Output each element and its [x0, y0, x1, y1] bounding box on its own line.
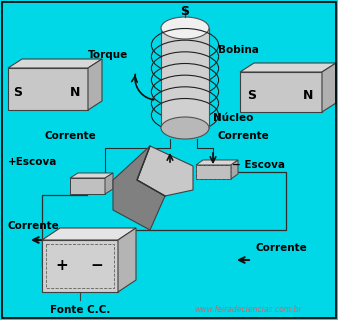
Polygon shape	[8, 68, 88, 110]
Ellipse shape	[161, 17, 209, 39]
Polygon shape	[105, 173, 113, 194]
Text: +: +	[56, 259, 68, 274]
Text: N: N	[303, 89, 313, 101]
Polygon shape	[42, 228, 136, 240]
Text: Corrente: Corrente	[44, 131, 96, 141]
Polygon shape	[70, 178, 105, 194]
Text: S: S	[180, 5, 190, 18]
Polygon shape	[113, 146, 165, 230]
Text: Torque: Torque	[88, 50, 128, 60]
Text: Bobina: Bobina	[218, 45, 259, 55]
Polygon shape	[322, 63, 336, 112]
Polygon shape	[240, 63, 336, 72]
Polygon shape	[231, 160, 238, 179]
Polygon shape	[161, 28, 209, 128]
Text: Núcleo: Núcleo	[213, 113, 254, 123]
Ellipse shape	[161, 117, 209, 139]
Text: −: −	[91, 259, 103, 274]
Text: Corrente: Corrente	[218, 131, 270, 141]
Polygon shape	[240, 72, 322, 112]
Polygon shape	[137, 146, 193, 196]
Polygon shape	[88, 59, 102, 110]
Text: S: S	[14, 85, 23, 99]
Polygon shape	[118, 228, 136, 292]
Polygon shape	[128, 166, 168, 204]
Text: Corrente: Corrente	[8, 221, 60, 231]
Polygon shape	[8, 59, 102, 68]
Text: +Escova: +Escova	[8, 157, 57, 167]
Text: Fonte C.C.: Fonte C.C.	[50, 305, 110, 315]
Polygon shape	[70, 173, 113, 178]
Polygon shape	[134, 170, 174, 208]
Polygon shape	[196, 160, 238, 165]
Text: www.feiradeciencias.com.br: www.feiradeciencias.com.br	[194, 306, 302, 315]
Polygon shape	[196, 165, 231, 179]
Polygon shape	[42, 240, 118, 292]
Text: − Escova: − Escova	[232, 160, 285, 170]
Text: S: S	[247, 89, 257, 101]
Text: N: N	[70, 85, 80, 99]
Text: Corrente: Corrente	[256, 243, 308, 253]
